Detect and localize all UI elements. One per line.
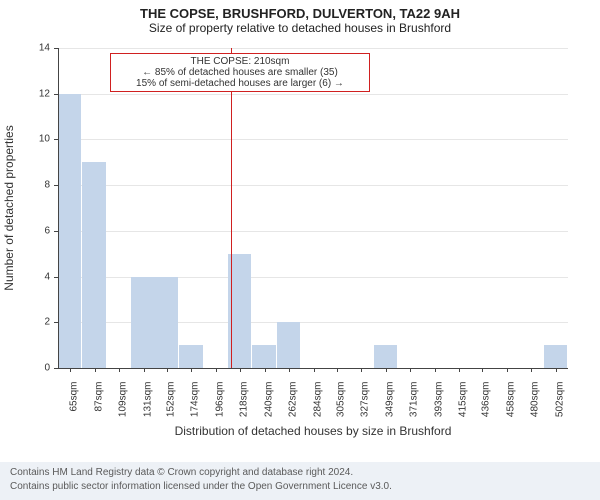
x-tick-label: 305sqm [335, 382, 346, 430]
x-tick-mark [289, 368, 290, 372]
gridline [58, 185, 568, 186]
x-tick-mark [337, 368, 338, 372]
figure-root: THE COPSE, BRUSHFORD, DULVERTON, TA22 9A… [0, 0, 600, 500]
x-tick-mark [265, 368, 266, 372]
gridline [58, 231, 568, 232]
gridline [58, 139, 568, 140]
x-tick-label: 393sqm [433, 382, 444, 430]
x-tick-label: 109sqm [118, 382, 129, 430]
annotation-line-1: THE COPSE: 210sqm [117, 56, 363, 67]
x-tick-mark [95, 368, 96, 372]
y-tick-mark [54, 368, 58, 369]
x-tick-label: 240sqm [263, 382, 274, 430]
annotation-line-3: 15% of semi-detached houses are larger (… [117, 78, 363, 89]
x-tick-mark [435, 368, 436, 372]
x-tick-mark [240, 368, 241, 372]
x-tick-mark [191, 368, 192, 372]
x-tick-label: 502sqm [554, 382, 565, 430]
x-tick-label: 458sqm [505, 382, 516, 430]
y-tick-mark [54, 322, 58, 323]
x-tick-mark [314, 368, 315, 372]
histogram-bar [155, 277, 178, 368]
y-tick-mark [54, 231, 58, 232]
y-tick-label: 14 [30, 43, 50, 54]
x-tick-mark [361, 368, 362, 372]
y-tick-label: 10 [30, 134, 50, 145]
histogram-bar [131, 277, 154, 368]
x-tick-label: 284sqm [312, 382, 323, 430]
histogram-bar [82, 162, 105, 368]
y-axis-title: Number of detached properties [2, 125, 16, 290]
histogram-bar [58, 94, 81, 368]
y-tick-label: 4 [30, 271, 50, 282]
x-tick-label: 436sqm [481, 382, 492, 430]
x-tick-mark [144, 368, 145, 372]
x-tick-mark [531, 368, 532, 372]
histogram-bar [252, 345, 275, 368]
annotation-box: THE COPSE: 210sqm ← 85% of detached hous… [110, 53, 370, 92]
x-tick-mark [459, 368, 460, 372]
x-tick-label: 196sqm [214, 382, 225, 430]
gridline [58, 48, 568, 49]
y-tick-mark [54, 94, 58, 95]
histogram-bar [179, 345, 202, 368]
y-tick-label: 2 [30, 317, 50, 328]
x-tick-mark [167, 368, 168, 372]
y-tick-mark [54, 185, 58, 186]
x-tick-label: 218sqm [239, 382, 250, 430]
x-tick-mark [556, 368, 557, 372]
x-tick-mark [216, 368, 217, 372]
x-tick-label: 174sqm [190, 382, 201, 430]
x-tick-mark [119, 368, 120, 372]
x-tick-label: 131sqm [142, 382, 153, 430]
x-tick-label: 65sqm [69, 382, 80, 430]
y-tick-mark [54, 48, 58, 49]
x-tick-label: 349sqm [384, 382, 395, 430]
x-tick-label: 152sqm [165, 382, 176, 430]
y-axis-line [58, 48, 59, 368]
x-tick-label: 480sqm [530, 382, 541, 430]
annotation-line-2: ← 85% of detached houses are smaller (35… [117, 67, 363, 78]
chart-subtitle: Size of property relative to detached ho… [0, 21, 600, 35]
footer: Contains HM Land Registry data © Crown c… [0, 462, 600, 500]
chart-title: THE COPSE, BRUSHFORD, DULVERTON, TA22 9A… [0, 0, 600, 21]
x-tick-label: 87sqm [93, 382, 104, 430]
x-tick-mark [482, 368, 483, 372]
y-tick-label: 6 [30, 225, 50, 236]
y-tick-label: 12 [30, 88, 50, 99]
x-tick-label: 262sqm [288, 382, 299, 430]
reference-line [231, 48, 232, 368]
footer-line-1: Contains HM Land Registry data © Crown c… [10, 466, 594, 480]
histogram-bar [544, 345, 567, 368]
histogram-bar [374, 345, 397, 368]
y-tick-mark [54, 139, 58, 140]
x-tick-label: 371sqm [409, 382, 420, 430]
x-tick-label: 415sqm [458, 382, 469, 430]
histogram-bar [277, 322, 300, 368]
x-tick-mark [410, 368, 411, 372]
y-tick-label: 0 [30, 363, 50, 374]
x-tick-label: 327sqm [360, 382, 371, 430]
x-axis-title: Distribution of detached houses by size … [58, 424, 568, 438]
x-tick-mark [507, 368, 508, 372]
y-tick-label: 8 [30, 180, 50, 191]
x-tick-mark [70, 368, 71, 372]
footer-line-2: Contains public sector information licen… [10, 480, 594, 494]
plot-area [58, 48, 568, 368]
gridline [58, 94, 568, 95]
x-tick-mark [386, 368, 387, 372]
y-tick-mark [54, 277, 58, 278]
